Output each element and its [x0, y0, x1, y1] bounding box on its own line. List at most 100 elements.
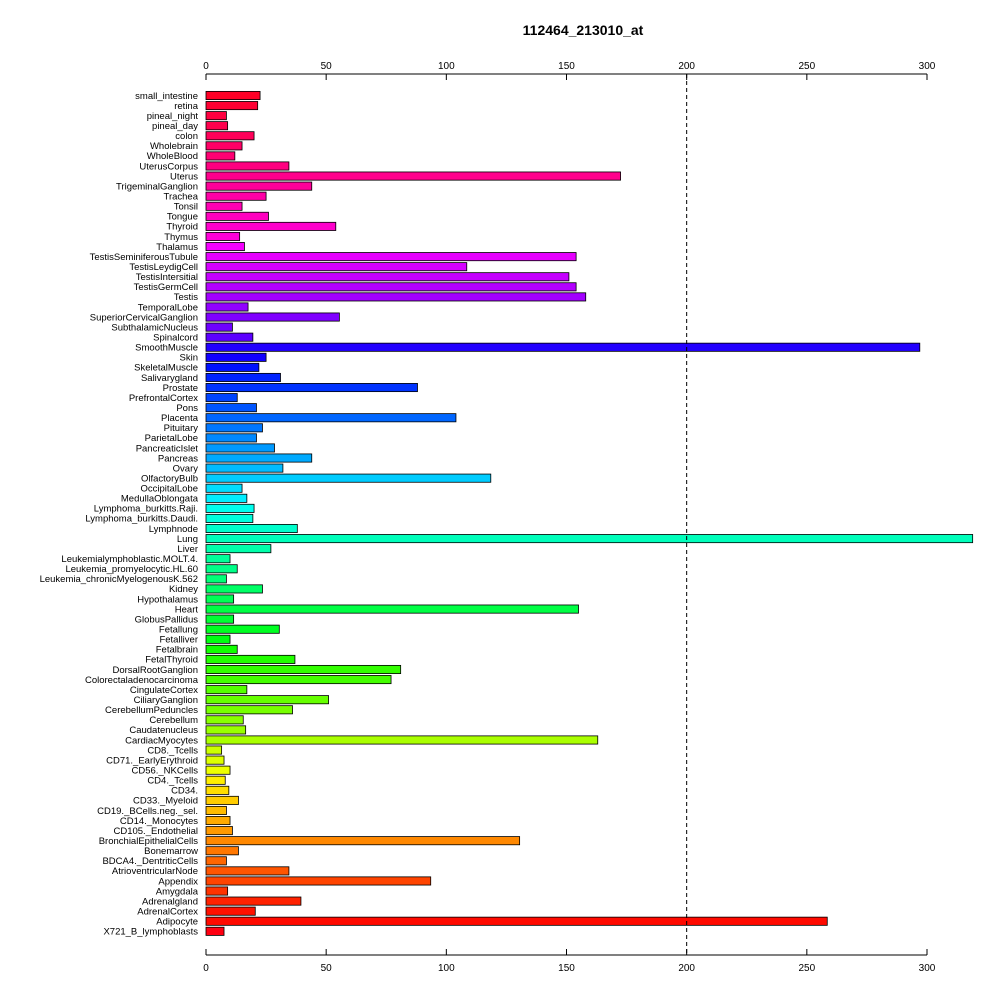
- bar: [205, 725, 247, 735]
- category-label: Liver: [177, 544, 198, 555]
- category-label: Thalamus: [156, 242, 198, 253]
- bar: [205, 916, 828, 926]
- bar: [205, 191, 267, 201]
- bar: [205, 513, 254, 523]
- category-label: SuperiorCervicalGanglion: [90, 312, 198, 323]
- bar: [205, 624, 280, 634]
- bar: [205, 805, 227, 815]
- bar: [205, 231, 241, 241]
- bar: [205, 252, 577, 262]
- bar: [205, 886, 229, 896]
- category-label: CD4._Tcells: [147, 776, 198, 787]
- category-label: AtrioventricularNode: [112, 866, 198, 877]
- category-label: OccipitalLobe: [140, 484, 198, 495]
- category-label: Pons: [176, 403, 198, 414]
- bar: [205, 755, 225, 765]
- bar: [205, 574, 227, 584]
- category-label: SubthalamicNucleus: [111, 322, 198, 333]
- bar: [205, 372, 281, 382]
- bar: [205, 584, 263, 594]
- category-label: Prostate: [163, 383, 198, 394]
- category-label: SkeletalMuscle: [134, 363, 198, 374]
- category-label: Pituitary: [164, 423, 199, 434]
- bar: [205, 443, 275, 453]
- bar: [205, 785, 230, 795]
- bar: [205, 292, 587, 302]
- bar: [205, 181, 313, 191]
- bar: [205, 201, 243, 211]
- category-label: Pancreas: [158, 453, 198, 464]
- bar: [205, 544, 272, 554]
- category-label: UterusCorpus: [139, 161, 198, 172]
- category-label: CD33._Myeloid: [133, 796, 198, 807]
- bottom-axis-tick-label: 50: [321, 963, 333, 974]
- bar: [205, 775, 226, 785]
- bar: [205, 856, 227, 866]
- top-axis: 0 50 100 150 200 250 300: [203, 61, 936, 80]
- bar: [205, 735, 599, 745]
- bar: [205, 403, 257, 413]
- bar: [205, 413, 457, 423]
- bar: [205, 302, 249, 312]
- category-label: Leukemia_promyelocytic.HL.60: [65, 564, 198, 575]
- category-label: TestisLeydigCell: [129, 262, 198, 273]
- bar: [205, 715, 244, 725]
- category-label: OlfactoryBulb: [141, 473, 198, 484]
- bar: [205, 846, 239, 856]
- category-label: X721_B_lymphoblasts: [103, 927, 198, 938]
- category-label: GlobusPallidus: [135, 614, 199, 625]
- category-label: CD34.: [171, 786, 198, 797]
- category-label: Tongue: [167, 212, 198, 223]
- bar: [205, 352, 267, 362]
- bar: [205, 614, 235, 624]
- category-label: Caudatenucleus: [129, 725, 198, 736]
- category-label: CD8._Tcells: [147, 745, 198, 756]
- category-label: retina: [174, 101, 198, 112]
- category-label: Placenta: [161, 413, 199, 424]
- bar: [205, 826, 233, 836]
- bar: [205, 926, 225, 936]
- category-label: Tonsil: [174, 202, 198, 213]
- bar: [205, 765, 231, 775]
- bar: [205, 564, 238, 574]
- category-label: Adipocyte: [156, 917, 198, 928]
- category-label: CD14._Monocytes: [120, 816, 198, 827]
- category-label: TrigeminalGanglion: [116, 181, 198, 192]
- bar: [205, 644, 238, 654]
- bar: [205, 896, 302, 906]
- category-label: CD19._BCells.neg._sel.: [97, 806, 198, 817]
- category-label: Ovary: [173, 463, 199, 474]
- category-label: Thyroid: [166, 222, 198, 233]
- bottom-axis-tick-label: 300: [919, 963, 936, 974]
- category-label: CD56._NKCells: [131, 765, 198, 776]
- category-label: DorsalRootGanglion: [112, 665, 198, 676]
- category-label: Uterus: [170, 171, 198, 182]
- bar: [205, 161, 290, 171]
- bar: [205, 695, 329, 705]
- category-label: Lymphoma_burkitts.Daudi.: [85, 514, 198, 525]
- bottom-axis-tick-label: 100: [438, 963, 455, 974]
- category-label: Lung: [177, 534, 198, 545]
- category-label: FetalThyroid: [145, 655, 198, 666]
- bar: [205, 151, 236, 161]
- category-label: pineal_night: [147, 111, 199, 122]
- category-label: ParietalLobe: [145, 433, 198, 444]
- bar: [205, 322, 233, 332]
- category-label: Heart: [175, 604, 199, 615]
- bar: [205, 342, 921, 352]
- bar: [205, 211, 269, 221]
- bottom-axis-tick-label: 200: [678, 963, 695, 974]
- category-label: CardiacMyocytes: [125, 735, 198, 746]
- bottom-axis-tick-label: 250: [798, 963, 815, 974]
- bar: [205, 312, 340, 322]
- category-label: Kidney: [169, 584, 198, 595]
- category-label: Spinalcord: [153, 332, 198, 343]
- category-label: Testis: [174, 292, 199, 303]
- bar: [205, 453, 313, 463]
- bar: [205, 393, 238, 403]
- bar: [205, 483, 243, 493]
- category-label: SmoothMuscle: [135, 343, 198, 354]
- bar: [205, 876, 432, 886]
- category-label: pineal_day: [152, 121, 198, 132]
